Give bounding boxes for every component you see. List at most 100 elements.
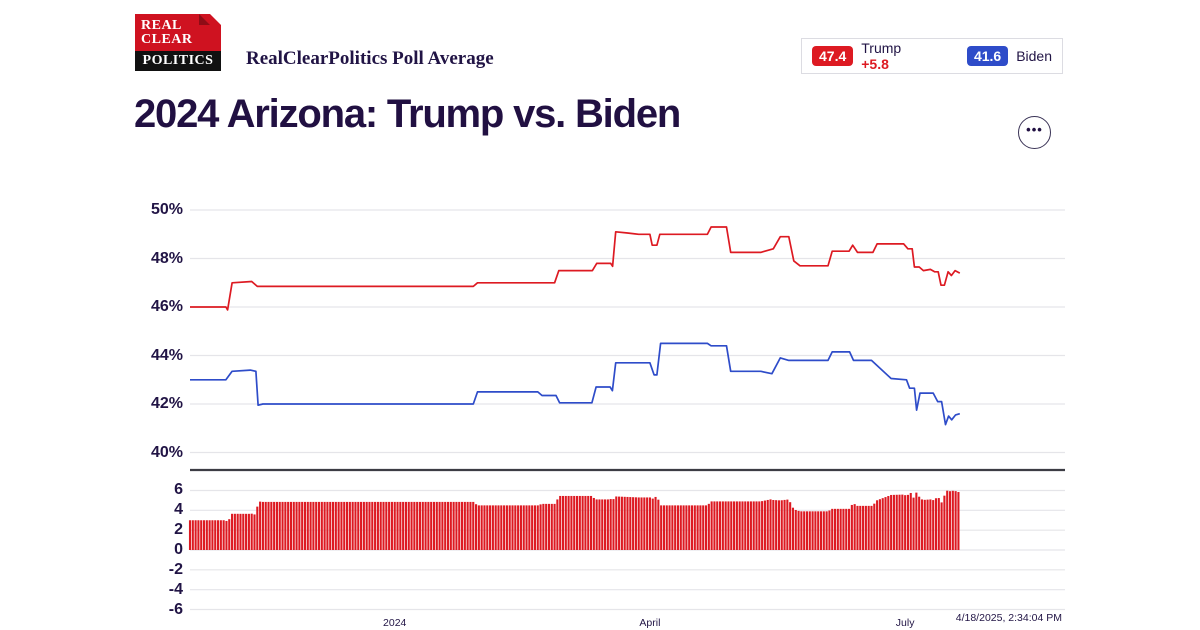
spread-bar (194, 520, 197, 550)
spread-bar (839, 508, 842, 550)
spread-bar (676, 505, 680, 550)
spread-bar (346, 501, 349, 550)
spread-bar (233, 513, 236, 550)
spread-bar (219, 520, 222, 550)
spread-bar (651, 498, 654, 550)
spread-bar (721, 501, 724, 550)
spread-bar (668, 505, 671, 550)
y-tick-bottom-6: 6 (174, 481, 183, 499)
spread-bar (287, 501, 290, 550)
spread-bar (648, 497, 651, 550)
spread-bar (404, 501, 407, 550)
chart-timestamp: 4/18/2025, 2:34:04 PM (955, 612, 1062, 624)
spread-bar (250, 513, 253, 550)
spread-bar (446, 501, 450, 550)
spread-bar (808, 511, 811, 550)
spread-bar (864, 505, 867, 550)
spread-bar (898, 494, 901, 550)
spread-bar (833, 508, 837, 550)
spread-bar (895, 494, 898, 550)
spread-bar (407, 501, 410, 550)
spread-bar (811, 511, 814, 550)
x-tick-April: April (639, 617, 661, 629)
spread-bar (242, 513, 245, 550)
spread-bar (245, 513, 248, 550)
spread-bar (200, 520, 203, 550)
spread-bar (270, 501, 273, 550)
spread-bar (259, 501, 262, 550)
spread-bar (690, 505, 694, 550)
spread-bar (267, 501, 270, 550)
spread-bar (298, 501, 301, 550)
spread-bar (525, 505, 528, 550)
spread-bar (432, 501, 436, 550)
spread-bar (906, 494, 909, 550)
spread-bar (912, 497, 915, 550)
spread-bar (424, 501, 427, 550)
x-tick-2024: 2024 (383, 617, 407, 629)
more-options-button[interactable]: ••• (1018, 116, 1051, 149)
spread-bar (674, 505, 677, 550)
spread-bar (320, 501, 323, 550)
spread-bar (862, 505, 865, 550)
spread-bar (643, 497, 646, 550)
spread-bar (399, 501, 402, 550)
spread-bar (735, 501, 738, 550)
spread-bar (901, 494, 904, 550)
spread-bar (438, 501, 441, 550)
spread-bar (848, 508, 851, 550)
spread-bar (853, 504, 856, 550)
spread-bar (783, 499, 786, 550)
y-tick-bottom-0: 0 (174, 541, 183, 558)
spread-bar (615, 496, 618, 550)
spread-bar (612, 499, 615, 550)
spread-bar (491, 505, 494, 550)
spread-bar (665, 505, 668, 550)
spread-bar (284, 501, 287, 550)
spread-bar (463, 501, 466, 550)
spread-bar (825, 511, 828, 550)
spread-bar (306, 501, 309, 550)
spread-bar (805, 511, 809, 550)
spread-bar (334, 501, 337, 550)
spread-bar (228, 519, 231, 550)
spread-bar (934, 498, 938, 550)
y-tick-bottom-4: 4 (174, 501, 183, 519)
trump-poll-line (190, 226, 961, 311)
spread-bar (747, 501, 750, 550)
spread-bar (693, 505, 696, 550)
spread-bar (738, 501, 741, 550)
spread-bar (458, 501, 461, 550)
spread-bar (275, 501, 278, 550)
spread-bar (301, 501, 304, 550)
spread-bar (511, 505, 514, 550)
spread-bar (660, 505, 663, 550)
spread-bar (393, 501, 396, 550)
logo-fold-shadow (199, 14, 210, 25)
spread-bar (533, 505, 537, 550)
spread-bar (878, 499, 881, 550)
spread-bar (410, 501, 413, 550)
spread-bar (545, 503, 548, 550)
y-tick-top-42%: 42% (150, 395, 183, 412)
spread-bar (418, 501, 422, 550)
spread-bar (222, 520, 225, 550)
rcp-logo[interactable]: REAL CLEAR POLITICS (135, 14, 221, 71)
y-tick-bottom--6: -6 (168, 600, 183, 618)
spread-bar (733, 501, 736, 550)
spread-bar (247, 513, 250, 550)
spread-bar (626, 496, 629, 550)
logo-fold (210, 14, 221, 25)
spread-bar (239, 513, 242, 550)
spread-bar (817, 511, 820, 550)
spread-bar (940, 502, 943, 550)
spread-bar (710, 501, 713, 550)
spread-bar (519, 505, 522, 550)
spread-bar (489, 505, 492, 550)
spread-bar (368, 501, 371, 550)
spread-bar (553, 503, 556, 550)
spread-bar (273, 501, 276, 550)
spread-bar (483, 505, 486, 550)
spread-bar (539, 504, 542, 550)
